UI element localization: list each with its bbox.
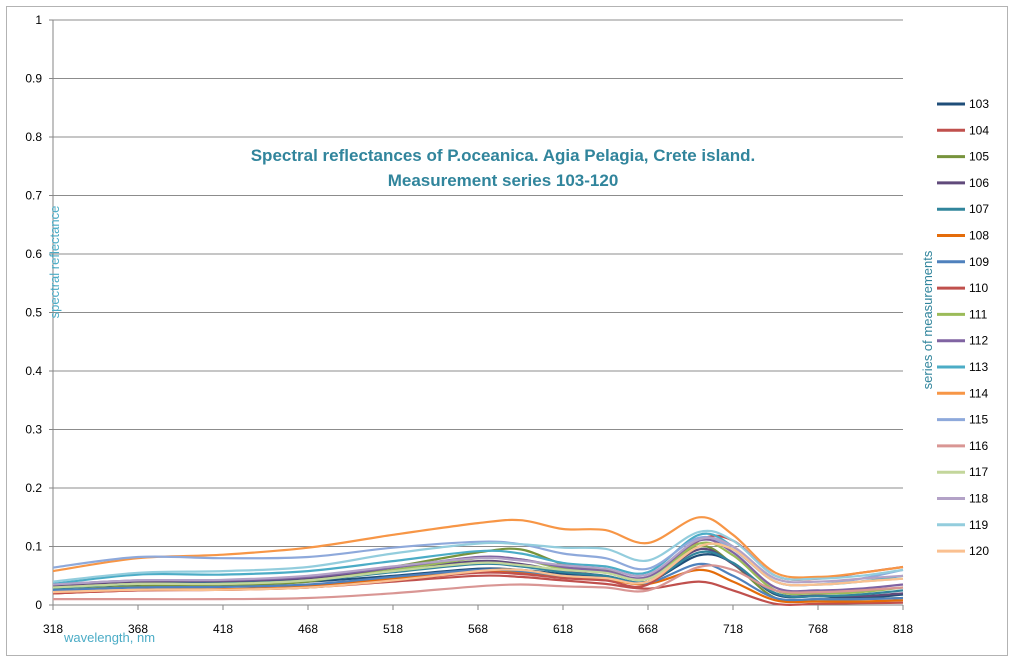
y-tick-label: 0.2	[25, 481, 42, 495]
series-line-114	[52, 516, 904, 579]
gridlines	[53, 19, 903, 547]
y-tick-label: 1	[35, 13, 42, 27]
legend-label-120: 120	[969, 544, 989, 558]
y-tick-label: 0.3	[25, 423, 42, 437]
y-axis-label: spectral reflectance	[47, 206, 62, 319]
x-tick-label: 418	[213, 622, 233, 636]
legend-label-107: 107	[969, 202, 989, 216]
y-tick-label: 0.7	[25, 189, 42, 203]
x-tick-label: 568	[468, 622, 488, 636]
legend-label-118: 118	[969, 492, 988, 506]
x-tick-labels: 318 368 418 468 518 568 618 668 718 768 818	[43, 622, 913, 636]
legend-label-116: 116	[969, 439, 988, 453]
legend-label-110: 110	[969, 281, 988, 295]
legend-label-114: 114	[969, 386, 988, 400]
chart-title-line-2: Measurement series 103-120	[388, 171, 619, 190]
y-tick-label: 0.9	[25, 72, 42, 86]
series-line-119	[52, 529, 904, 583]
legend-label-103: 103	[969, 97, 989, 111]
legend: 103 104 105 106 107 108 109 110 111 112 113 114 115 1…	[937, 97, 989, 558]
series-line-118	[52, 536, 904, 586]
series-lines	[52, 516, 904, 606]
legend-label-104: 104	[969, 123, 989, 137]
x-tick-label: 468	[298, 622, 318, 636]
y-tick-label: 0.4	[25, 364, 42, 378]
series-line-120	[52, 542, 904, 594]
y-tick-label: 0.5	[25, 306, 42, 320]
x-tick-label: 668	[638, 622, 658, 636]
legend-label-112: 112	[969, 334, 988, 348]
y-tick-label: 0.1	[25, 540, 42, 554]
y-tick-labels: 0 0.1 0.2 0.3 0.4 0.5 0.6 0.7 0.8 0.9 1	[25, 13, 42, 612]
y-tick-label: 0.8	[25, 130, 42, 144]
x-tick-label: 718	[723, 622, 743, 636]
axes	[49, 19, 904, 610]
legend-label-115: 115	[969, 413, 988, 427]
legend-label-117: 117	[969, 465, 988, 479]
legend-label-108: 108	[969, 229, 989, 243]
x-tick-label: 618	[553, 622, 573, 636]
legend-label-113: 113	[969, 360, 988, 374]
legend-label-105: 105	[969, 150, 989, 164]
x-tick-label: 818	[893, 622, 913, 636]
x-tick-label: 368	[128, 622, 148, 636]
y-tick-label: 0.6	[25, 247, 42, 261]
legend-title: series of measurements	[920, 250, 935, 389]
legend-label-111: 111	[969, 307, 988, 321]
x-axis-label: wavelength, nm	[63, 630, 155, 645]
legend-label-119: 119	[969, 518, 988, 532]
legend-label-109: 109	[969, 255, 989, 269]
series-line-116	[53, 564, 904, 601]
x-tick-label: 768	[808, 622, 828, 636]
x-tick-label: 518	[383, 622, 403, 636]
chart-title-line-1: Spectral reflectances of P.oceanica. Agi…	[251, 146, 756, 165]
legend-label-106: 106	[969, 176, 989, 190]
x-tick-label: 318	[43, 622, 63, 636]
y-tick-label: 0	[35, 598, 42, 612]
